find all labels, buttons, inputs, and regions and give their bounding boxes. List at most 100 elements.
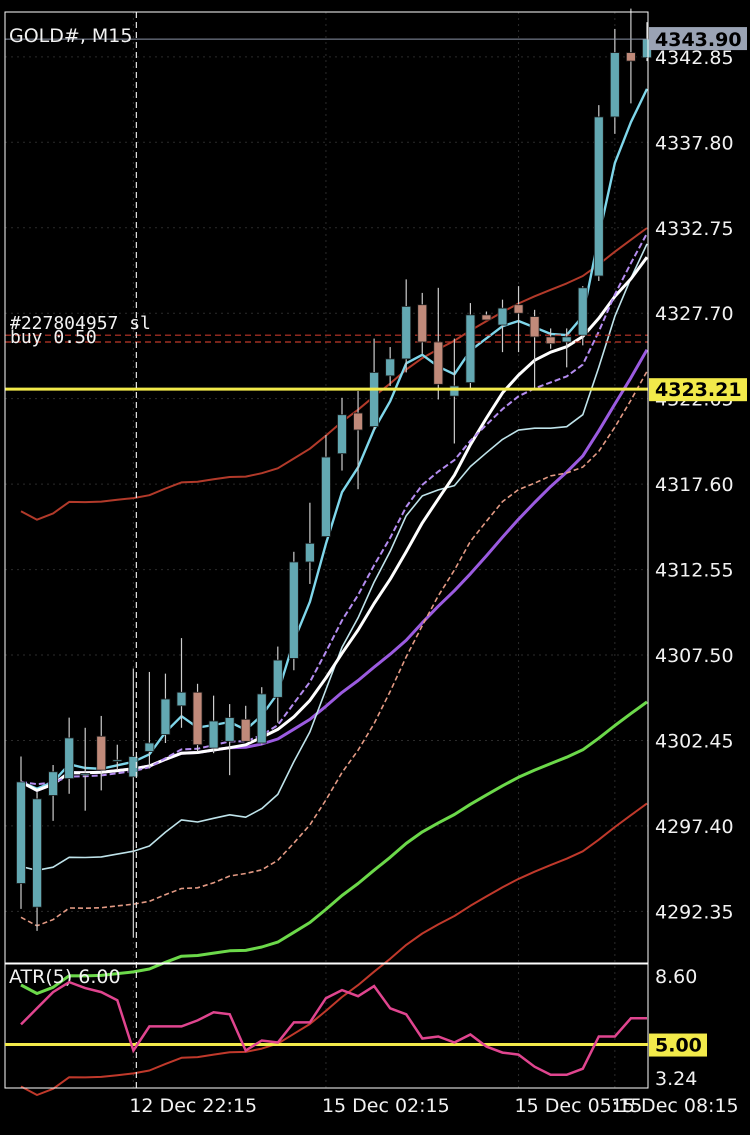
candle — [48, 765, 58, 821]
candle-body — [609, 52, 620, 118]
candle-body — [304, 542, 315, 563]
time-tick-label: 15 Dec 05:15 — [515, 1095, 643, 1117]
ma-line-lavender — [20, 232, 648, 786]
candle-body — [401, 306, 412, 360]
candle-body — [128, 756, 139, 778]
candle-body — [513, 304, 524, 314]
candle-body — [481, 314, 492, 321]
candle — [497, 299, 508, 353]
ma-line-white — [20, 256, 649, 792]
candle-body — [321, 456, 331, 537]
candle — [112, 744, 123, 771]
candle — [80, 727, 91, 811]
ma-line-green — [20, 700, 648, 995]
candle — [96, 715, 107, 791]
candle-body — [337, 414, 347, 455]
candle — [481, 311, 492, 321]
ma-line-red-lower — [20, 802, 648, 1096]
candle-body — [80, 773, 91, 776]
chart-title: GOLD#, M15 — [9, 25, 132, 47]
moving-average-lines — [20, 88, 649, 1096]
candle-body — [192, 691, 203, 746]
candle — [32, 792, 42, 931]
candle — [369, 338, 380, 430]
order-side-label: buy 0.50 — [10, 327, 97, 348]
atr-level-tag — [649, 1033, 707, 1057]
atr-max-tick: 8.60 — [655, 966, 697, 988]
candle-body — [369, 372, 380, 427]
candle — [288, 551, 299, 671]
candle-body — [48, 771, 58, 796]
price-tick-label: 4302.45 — [655, 730, 734, 752]
candlesticks — [16, 8, 652, 938]
candle — [433, 287, 444, 400]
candle — [545, 328, 556, 349]
price-tick-label: 4332.75 — [655, 218, 734, 240]
candle-body — [433, 341, 444, 385]
candle-body — [32, 798, 42, 908]
ma-line-cyan-fast — [20, 88, 649, 790]
candle — [593, 105, 604, 282]
price-tick-label: 4337.80 — [655, 132, 734, 154]
candle — [304, 502, 315, 584]
atr-min-tick: 3.24 — [655, 1068, 697, 1090]
candle-body — [144, 742, 155, 752]
candle — [449, 338, 460, 444]
candle — [240, 705, 251, 742]
candle-body — [160, 698, 171, 735]
candle — [465, 303, 476, 390]
candle-body — [96, 735, 107, 771]
price-tick-label: 4292.35 — [655, 901, 734, 923]
candle — [321, 435, 331, 537]
ma-line-red-upper — [20, 227, 648, 521]
candle-body — [593, 116, 604, 277]
level-price-tag[interactable] — [649, 378, 747, 402]
grid-lines — [5, 12, 648, 1088]
candle-body — [449, 385, 460, 397]
candle — [256, 687, 267, 745]
candle — [272, 646, 283, 723]
candle-body — [626, 52, 636, 62]
price-tick-label: 4297.40 — [655, 816, 734, 838]
time-tick-label: 15 Dec 08:15 — [611, 1095, 739, 1117]
ma-line-cyan-slow — [20, 243, 648, 872]
candle — [144, 671, 155, 769]
candle-body — [272, 659, 283, 698]
candle-body — [16, 781, 26, 884]
candle — [417, 292, 428, 354]
candle-body — [385, 358, 396, 377]
atr-indicator: ATR(5) 6.00 8.60 3.24 5.00 — [5, 966, 707, 1090]
candle — [128, 668, 139, 938]
candle — [609, 28, 620, 134]
candle — [176, 638, 187, 728]
candle-body — [545, 336, 556, 345]
candle — [561, 328, 572, 368]
time-tick-label: 15 Dec 02:15 — [322, 1095, 450, 1117]
price-tick-label: 4342.85 — [655, 47, 734, 69]
price-tick-label: 4317.60 — [655, 474, 734, 496]
price-tick-label: 4327.70 — [655, 303, 734, 325]
candle-body — [529, 316, 540, 338]
candle-body — [208, 720, 219, 749]
candle — [513, 286, 524, 353]
time-tick-label: 12 Dec 22:15 — [129, 1095, 257, 1117]
price-tick-label: 4312.55 — [655, 560, 734, 582]
candle — [626, 8, 636, 104]
candle — [385, 347, 396, 386]
candle-body — [64, 737, 75, 779]
candle — [224, 704, 235, 776]
candle-body — [112, 759, 123, 762]
atr-series-line — [20, 980, 647, 1077]
candle-body — [353, 412, 363, 431]
order-id-label: #227804957 sl — [10, 313, 151, 334]
candle-body — [176, 691, 187, 707]
atr-title: ATR(5) 6.00 — [9, 966, 121, 988]
main-panel-frame — [4, 11, 649, 964]
candle — [16, 756, 26, 909]
candle — [577, 286, 588, 346]
candle-body — [256, 693, 267, 744]
current-price-tag — [649, 27, 747, 51]
